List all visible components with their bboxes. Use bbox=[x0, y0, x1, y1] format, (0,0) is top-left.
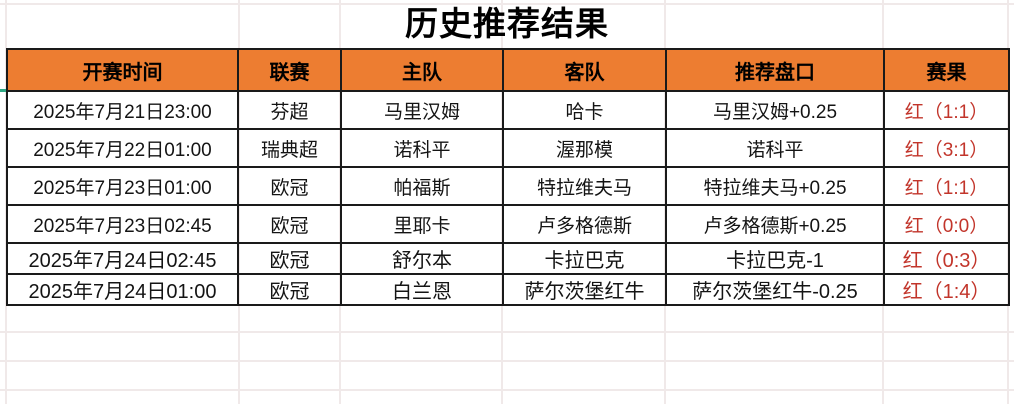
table-row: 2025年7月24日01:00 欧冠 白兰恩 萨尔茨堡红牛 萨尔茨堡红牛-0.2… bbox=[6, 273, 1010, 306]
cell-time[interactable]: 2025年7月24日02:45 bbox=[6, 242, 239, 275]
cell-home[interactable]: 白兰恩 bbox=[340, 273, 504, 306]
gridline bbox=[0, 360, 1014, 362]
cell-handicap[interactable]: 萨尔茨堡红牛-0.25 bbox=[665, 273, 885, 306]
cell-league[interactable]: 芬超 bbox=[237, 90, 342, 130]
cell-away[interactable]: 卢多格德斯 bbox=[502, 204, 667, 244]
cell-home[interactable]: 里耶卡 bbox=[340, 204, 504, 244]
cell-home[interactable]: 诺科平 bbox=[340, 128, 504, 168]
cell-league[interactable]: 瑞典超 bbox=[237, 128, 342, 168]
cell-away[interactable]: 渥那模 bbox=[502, 128, 667, 168]
cell-result[interactable]: 红（3:1） bbox=[883, 128, 1010, 168]
cell-home[interactable]: 帕福斯 bbox=[340, 166, 504, 206]
header-cell-result[interactable]: 赛果 bbox=[883, 48, 1010, 92]
cell-handicap[interactable]: 诺科平 bbox=[665, 128, 885, 168]
cell-time[interactable]: 2025年7月23日01:00 bbox=[6, 166, 239, 206]
cell-handicap[interactable]: 卡拉巴克-1 bbox=[665, 242, 885, 275]
cell-result[interactable]: 红（0:0） bbox=[883, 204, 1010, 244]
header-cell-home[interactable]: 主队 bbox=[340, 48, 504, 92]
table-row: 2025年7月21日23:00 芬超 马里汉姆 哈卡 马里汉姆+0.25 红（1… bbox=[6, 90, 1010, 130]
header-row: 开赛时间 联赛 主队 客队 推荐盘口 赛果 bbox=[6, 48, 1010, 92]
cell-handicap[interactable]: 特拉维夫马+0.25 bbox=[665, 166, 885, 206]
cell-away[interactable]: 特拉维夫马 bbox=[502, 166, 667, 206]
gridline bbox=[0, 389, 1014, 391]
cell-handicap[interactable]: 卢多格德斯+0.25 bbox=[665, 204, 885, 244]
table-row: 2025年7月23日01:00 欧冠 帕福斯 特拉维夫马 特拉维夫马+0.25 … bbox=[6, 166, 1010, 206]
cell-time[interactable]: 2025年7月24日01:00 bbox=[6, 273, 239, 306]
cell-time[interactable]: 2025年7月22日01:00 bbox=[6, 128, 239, 168]
cell-result[interactable]: 红（1:1） bbox=[883, 166, 1010, 206]
cell-result[interactable]: 红（0:3） bbox=[883, 242, 1010, 275]
gridline bbox=[0, 331, 1014, 333]
cell-league[interactable]: 欧冠 bbox=[237, 273, 342, 306]
cell-league[interactable]: 欧冠 bbox=[237, 242, 342, 275]
history-results-table: 开赛时间 联赛 主队 客队 推荐盘口 赛果 2025年7月21日23:00 芬超… bbox=[6, 48, 1010, 306]
cell-away[interactable]: 卡拉巴克 bbox=[502, 242, 667, 275]
page-title: 历史推荐结果 bbox=[405, 5, 609, 42]
cell-home[interactable]: 舒尔本 bbox=[340, 242, 504, 275]
cell-handicap[interactable]: 马里汉姆+0.25 bbox=[665, 90, 885, 130]
table-row: 2025年7月24日02:45 欧冠 舒尔本 卡拉巴克 卡拉巴克-1 红（0:3… bbox=[6, 242, 1010, 275]
header-cell-league[interactable]: 联赛 bbox=[237, 48, 342, 92]
table-row: 2025年7月23日02:45 欧冠 里耶卡 卢多格德斯 卢多格德斯+0.25 … bbox=[6, 204, 1010, 244]
header-cell-handicap[interactable]: 推荐盘口 bbox=[665, 48, 885, 92]
cell-time[interactable]: 2025年7月21日23:00 bbox=[6, 90, 239, 130]
gridline bbox=[0, 3, 1014, 5]
header-cell-away[interactable]: 客队 bbox=[502, 48, 667, 92]
cell-league[interactable]: 欧冠 bbox=[237, 166, 342, 206]
cell-away[interactable]: 哈卡 bbox=[502, 90, 667, 130]
table-row: 2025年7月22日01:00 瑞典超 诺科平 渥那模 诺科平 红（3:1） bbox=[6, 128, 1010, 168]
cell-home[interactable]: 马里汉姆 bbox=[340, 90, 504, 130]
gridline bbox=[5, 0, 7, 404]
cell-time[interactable]: 2025年7月23日02:45 bbox=[6, 204, 239, 244]
header-cell-time[interactable]: 开赛时间 bbox=[6, 48, 239, 92]
cell-result[interactable]: 红（1:1） bbox=[883, 90, 1010, 130]
cell-result[interactable]: 红（1:4） bbox=[883, 273, 1010, 306]
cell-league[interactable]: 欧冠 bbox=[237, 204, 342, 244]
cell-away[interactable]: 萨尔茨堡红牛 bbox=[502, 273, 667, 306]
